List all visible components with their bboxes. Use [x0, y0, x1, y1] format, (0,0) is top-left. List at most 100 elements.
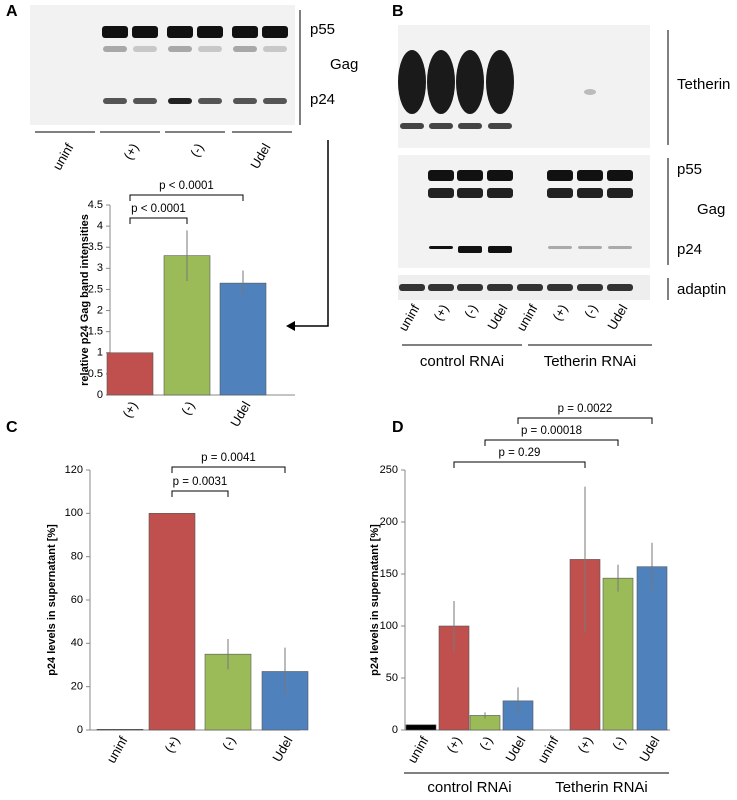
lane-label: (-): [187, 141, 206, 160]
band: [263, 46, 287, 52]
annotation: p < 0.0001: [131, 203, 186, 215]
band: [399, 284, 425, 291]
bar: [636, 566, 668, 731]
band: [133, 98, 157, 104]
blot-label: p55: [310, 21, 335, 38]
y-tick-label: 0: [392, 724, 398, 736]
band: [262, 26, 288, 38]
blot-label: Tetherin: [677, 76, 730, 93]
lane-label: Udel: [484, 302, 510, 333]
lane-label: (+): [430, 302, 451, 324]
y-tick-label: 50: [386, 672, 398, 684]
bar: [106, 352, 154, 396]
band: [547, 188, 573, 198]
y-axis-label: p24 levels in supernatant [%]: [46, 524, 58, 676]
band: [578, 246, 602, 249]
lane-label: uninf: [404, 733, 431, 765]
smear: [398, 50, 426, 114]
y-tick-label: 100: [380, 620, 398, 632]
band: [429, 123, 453, 129]
y-tick-label: 1: [97, 347, 103, 359]
blot-label: p55: [677, 161, 702, 178]
band: [103, 46, 127, 52]
band: [168, 46, 192, 52]
lane-label: (-): [178, 399, 197, 418]
y-tick-label: 4: [97, 220, 103, 232]
band: [102, 26, 128, 38]
annotation: p = 0.0031: [173, 476, 228, 488]
y-tick-label: 250: [380, 464, 398, 476]
band: [263, 98, 287, 104]
band: [487, 284, 513, 291]
blot-label: p24: [310, 91, 335, 108]
panel-label: B: [392, 3, 404, 20]
band: [517, 284, 543, 291]
annotation: p = 0.00018: [521, 425, 582, 437]
lane-label: uninf: [534, 733, 561, 765]
lane-label: (+): [120, 141, 141, 163]
lane-label: (-): [476, 734, 495, 753]
panel-label: A: [6, 3, 18, 20]
bar: [602, 577, 634, 731]
annotation: p = 0.0041: [201, 452, 256, 464]
band: [458, 123, 482, 129]
band: [167, 26, 193, 38]
band: [428, 170, 454, 181]
y-tick-label: 1.5: [88, 326, 103, 338]
band: [548, 246, 572, 249]
significance-bracket: [129, 217, 188, 224]
panel-label: D: [392, 419, 404, 436]
y-axis-label: p24 levels in supernatant [%]: [369, 524, 381, 676]
significance-bracket: [517, 417, 653, 424]
y-tick-label: 60: [71, 594, 83, 606]
lane-label: Udel: [247, 141, 273, 172]
annotation: p < 0.0001: [159, 180, 214, 192]
group-label: control RNAi: [420, 353, 504, 370]
band: [607, 170, 633, 181]
smear: [584, 89, 596, 95]
band: [428, 284, 454, 291]
y-tick-label: 100: [65, 507, 83, 519]
band: [400, 123, 424, 129]
blot: [30, 5, 295, 125]
group-label: Tetherin RNAi: [555, 779, 648, 796]
bar: [96, 729, 144, 731]
band: [457, 284, 483, 291]
arrow-head: [286, 321, 295, 331]
band: [198, 46, 222, 52]
band: [547, 284, 573, 291]
band: [103, 98, 127, 104]
band: [133, 46, 157, 52]
lane-label: (-): [461, 302, 480, 321]
group-label: control RNAi: [427, 779, 511, 796]
significance-bracket: [171, 466, 286, 473]
smear: [427, 50, 455, 114]
y-tick-label: 40: [71, 637, 83, 649]
blot-label: p24: [677, 241, 702, 258]
lane-label: (+): [161, 734, 182, 756]
band: [198, 98, 222, 104]
lane-label: (+): [549, 302, 570, 324]
lane-label: uninf: [49, 140, 76, 172]
band: [607, 188, 633, 198]
band: [608, 246, 632, 249]
arrow: [292, 140, 329, 327]
lane-label: Udel: [227, 399, 253, 430]
annotation: p = 0.29: [499, 447, 541, 459]
smear: [456, 50, 484, 114]
band: [457, 188, 483, 198]
lane-label: uninf: [103, 733, 130, 765]
y-axis-label: relative p24 Gag band intensities: [79, 214, 91, 386]
y-tick-label: 2: [97, 304, 103, 316]
lane-label: Udel: [636, 734, 662, 765]
y-tick-label: 3.5: [88, 241, 103, 253]
band: [607, 284, 633, 291]
band: [488, 123, 512, 129]
y-tick-label: 120: [65, 464, 83, 476]
blot-label: Gag: [330, 56, 358, 73]
bar: [148, 513, 196, 731]
annotation: p = 0.0022: [558, 403, 613, 415]
y-tick-label: 0: [77, 724, 83, 736]
significance-bracket: [129, 194, 244, 201]
significance-bracket: [484, 439, 619, 446]
